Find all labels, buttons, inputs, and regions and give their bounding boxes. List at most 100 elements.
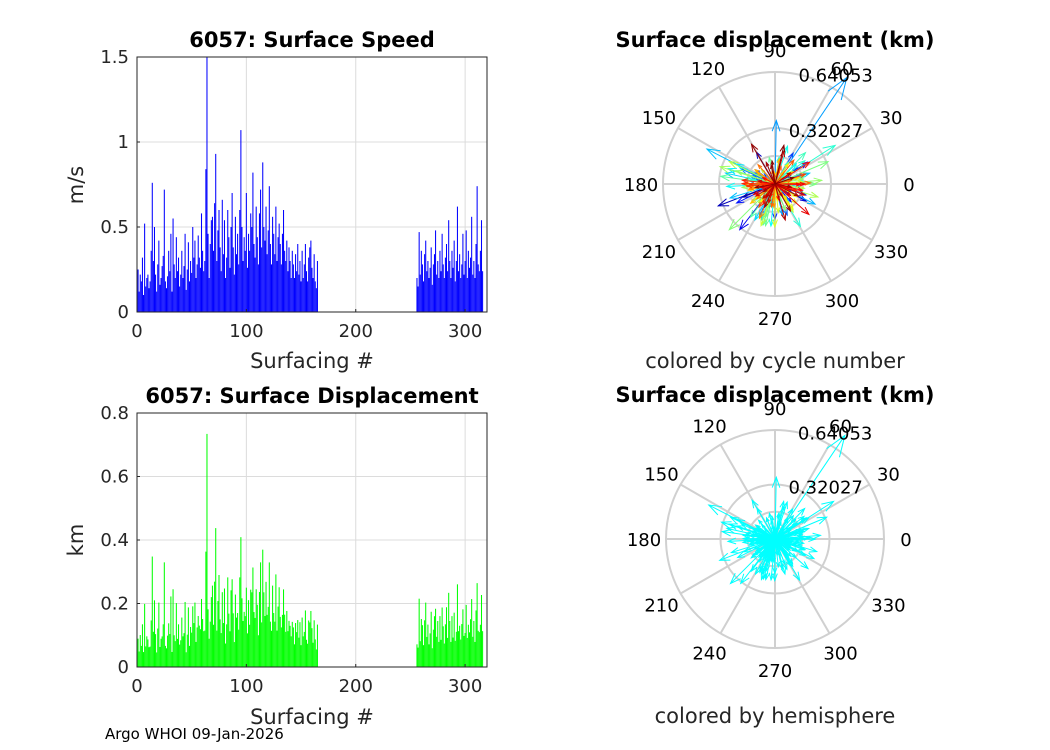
arrow-head: [803, 535, 811, 541]
bar: [479, 624, 481, 667]
arrow-head: [788, 158, 795, 166]
bar: [289, 625, 291, 667]
bar: [220, 633, 222, 667]
bar: [253, 612, 255, 667]
bar: [150, 250, 152, 312]
bar: [290, 636, 292, 667]
bar: [182, 636, 184, 667]
bar: [210, 597, 212, 667]
bar: [284, 614, 286, 667]
speed-axes: 0 100 200 300 0 0.5 1 1.5 6057: Surface Speed S…: [64, 28, 488, 373]
bar: [239, 210, 241, 312]
arrow-head: [775, 207, 781, 214]
displacement-title: 6057: Surface Displacement: [145, 384, 478, 408]
arrow-head: [781, 205, 786, 212]
bar: [288, 620, 290, 667]
arrow-head: [797, 507, 806, 516]
bar: [216, 261, 218, 312]
bar: [218, 210, 220, 312]
y-tick-label: 0.5: [100, 217, 129, 238]
bar: [206, 57, 208, 312]
polar-angle-label: 210: [644, 596, 678, 617]
arrow-head: [801, 517, 810, 524]
bar: [420, 250, 422, 312]
bar: [255, 206, 257, 312]
arrow-head: [740, 178, 749, 184]
bar: [274, 621, 276, 667]
arrow-head: [762, 542, 768, 548]
bar: [249, 624, 251, 667]
bar: [217, 601, 219, 667]
bar: [438, 641, 440, 667]
arrow-head: [770, 159, 775, 166]
arrow-head: [726, 537, 737, 545]
bar: [480, 220, 483, 312]
bar: [145, 286, 147, 312]
bar: [168, 623, 170, 667]
bar: [186, 269, 188, 312]
bar: [291, 621, 293, 667]
bar: [251, 592, 253, 667]
arrow-head: [806, 552, 816, 560]
speed-ticks: 0 100 200 300 0 0.5 1 1.5: [100, 47, 482, 342]
bar: [156, 291, 158, 312]
bar: [208, 278, 210, 312]
bar: [444, 624, 446, 667]
bar: [178, 624, 180, 667]
bar: [138, 651, 140, 667]
bar: [427, 624, 429, 667]
bar: [205, 169, 207, 312]
bar: [225, 278, 227, 312]
bar: [435, 608, 437, 667]
bar: [444, 257, 446, 312]
polar-angle-label: 90: [764, 399, 787, 420]
bar: [266, 614, 268, 667]
bar: [275, 206, 277, 312]
x-tick-label: 0: [131, 321, 142, 342]
arrow-head: [749, 209, 758, 219]
bar: [147, 639, 149, 667]
arrow-head: [734, 170, 744, 176]
displacement-arrow: [774, 527, 791, 540]
bar: [452, 267, 454, 312]
bar: [307, 643, 309, 667]
bar: [472, 636, 474, 667]
polar-angle-label: 150: [644, 465, 678, 486]
bar: [447, 271, 449, 312]
polar-angle-label: 330: [871, 596, 905, 617]
arrow-head: [786, 539, 793, 544]
bar: [279, 616, 281, 667]
arrow-head: [816, 516, 829, 525]
bar: [475, 244, 477, 312]
bar: [316, 624, 318, 667]
bar: [450, 641, 452, 667]
displacement-arrow: [764, 538, 776, 562]
bar: [195, 278, 197, 312]
arrow-head: [771, 119, 781, 132]
displacement-arrow: [774, 516, 827, 540]
bar: [416, 278, 418, 312]
bar: [160, 278, 162, 312]
bar: [181, 617, 183, 667]
bar: [179, 286, 181, 312]
bar: [470, 257, 472, 312]
bar: [439, 250, 441, 312]
displacement-arrow: [771, 183, 776, 208]
arrow-head: [803, 172, 812, 178]
displacement-arrow: [766, 517, 776, 540]
x-tick-label: 0: [131, 676, 142, 697]
polar-angle-label: 120: [692, 417, 726, 438]
arrow-head: [786, 191, 792, 197]
arrow-head: [762, 188, 768, 193]
bar: [233, 642, 235, 667]
bar: [437, 261, 439, 312]
bar: [295, 254, 297, 312]
bar: [296, 632, 298, 667]
bar: [209, 244, 211, 312]
bar: [184, 601, 186, 667]
bar: [296, 271, 298, 312]
bar: [151, 182, 153, 312]
displacement-arrow: [774, 538, 809, 569]
arrow-head: [758, 556, 764, 563]
